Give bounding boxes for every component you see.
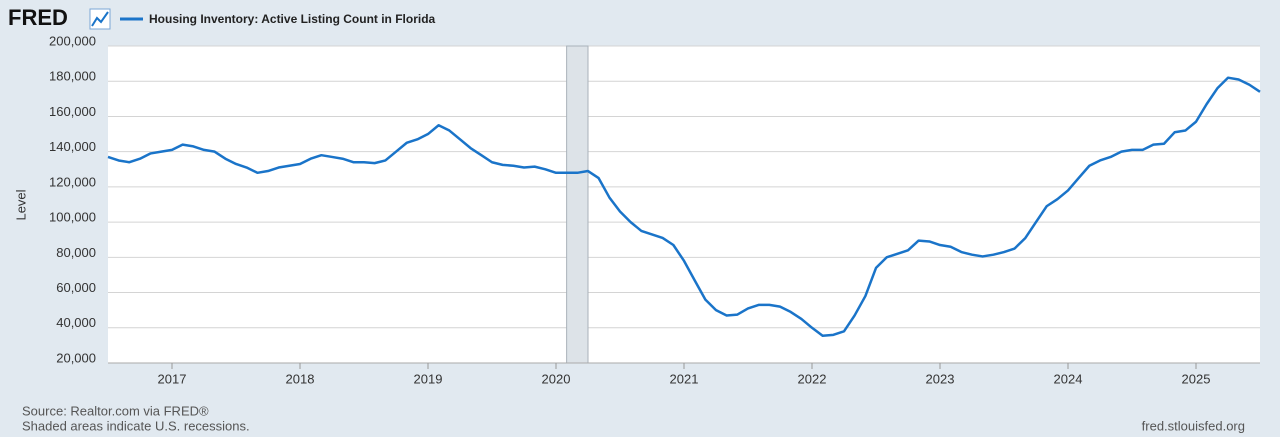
source: Source: Realtor.com via FRED®	[22, 403, 209, 418]
y-tick-label: 100,000	[49, 210, 96, 225]
series-line	[107, 76, 1261, 337]
x-tick-label: 2019	[414, 371, 443, 386]
x-tick-label: 2023	[926, 371, 955, 386]
y-tick-label: 20,000	[56, 350, 96, 365]
y-axis-label: Level	[13, 189, 28, 220]
site: fred.stlouisfed.org	[1142, 418, 1245, 433]
y-tick-label: 140,000	[49, 139, 96, 154]
y-tick-label: 40,000	[56, 315, 96, 330]
x-tick-label: 2022	[798, 371, 827, 386]
plot-area	[108, 46, 1260, 363]
y-tick-label: 200,000	[49, 33, 96, 48]
x-tick-label: 2017	[158, 371, 187, 386]
y-tick-label: 80,000	[56, 245, 96, 260]
logo-icon	[89, 8, 111, 30]
legend-title: Housing Inventory: Active Listing Count …	[149, 12, 436, 26]
x-tick-label: 2018	[286, 371, 315, 386]
recession-note: Shaded areas indicate U.S. recessions.	[22, 418, 250, 433]
brand-logo: FRED	[8, 5, 68, 30]
recession-band	[566, 45, 589, 364]
y-tick-label: 120,000	[49, 174, 96, 189]
x-tick-label: 2020	[542, 371, 571, 386]
y-tick-label: 60,000	[56, 280, 96, 295]
x-tick-label: 2021	[670, 371, 699, 386]
y-tick-label: 180,000	[49, 69, 96, 84]
x-tick-label: 2025	[1182, 371, 1211, 386]
y-tick-label: 160,000	[49, 104, 96, 119]
x-tick-label: 2024	[1054, 371, 1083, 386]
